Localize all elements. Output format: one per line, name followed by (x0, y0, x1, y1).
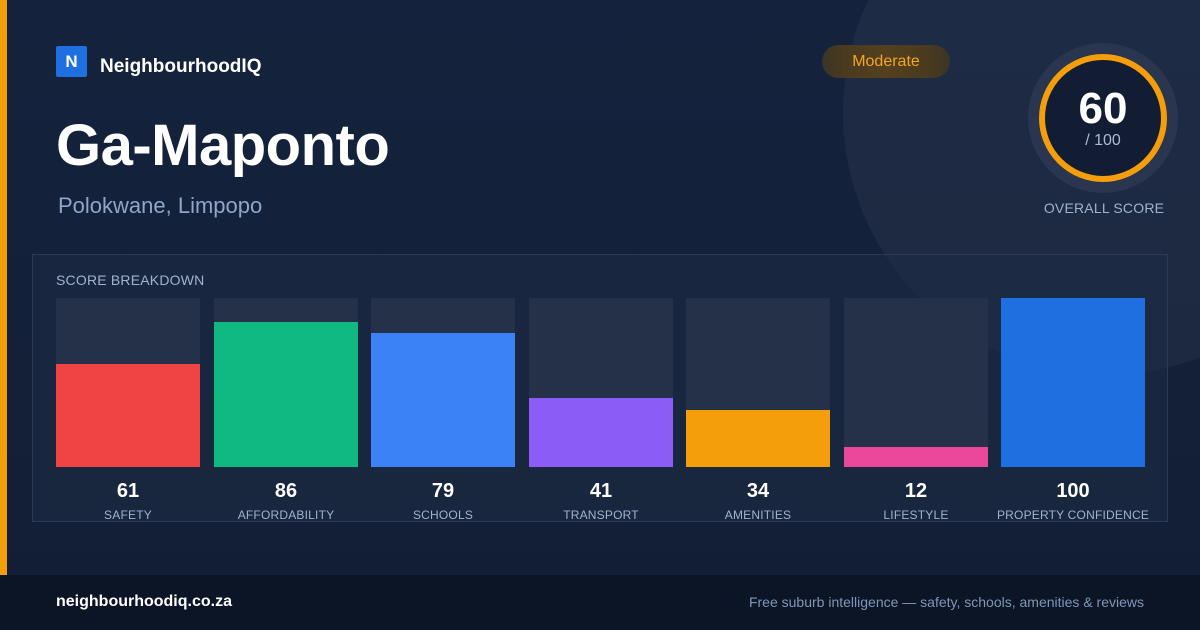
bar-label: SAFETY (104, 508, 152, 522)
bar-track (214, 298, 358, 467)
bar-fill (529, 398, 673, 467)
bar-fill (686, 410, 830, 467)
bar-track (529, 298, 673, 467)
bar-track (371, 298, 515, 467)
breakdown-item-transport: 41 TRANSPORT (529, 298, 673, 523)
bar-value: 12 (904, 480, 928, 502)
brand-logo-icon: N (56, 46, 87, 77)
footer-tagline: Free suburb intelligence — safety, schoo… (748, 594, 1144, 610)
rating-badge: Moderate (822, 45, 950, 78)
score-breakdown-panel: SCORE BREAKDOWN 61 SAFETY 86 AFFORDABILITY 7… (32, 254, 1168, 522)
bar-label: AFFORDABILITY (237, 508, 335, 522)
bar-fill (1001, 298, 1145, 467)
bar-track (844, 298, 988, 467)
suburb-location: Polokwane, Limpopo (58, 193, 263, 218)
bar-label: PROPERTY CONFIDENCE (996, 508, 1150, 522)
footer-site-link[interactable]: neighbourhoodiq.co.za (56, 593, 232, 610)
bar-track (686, 298, 830, 467)
breakdown-item-affordability: 86 AFFORDABILITY (214, 298, 358, 523)
breakdown-item-property-confidence: 100 PROPERTY CONFIDENCE (997, 298, 1149, 523)
bar-value: 41 (589, 480, 613, 502)
breakdown-item-schools: 79 SCHOOLS (371, 298, 515, 523)
bar-value: 100 (1056, 480, 1090, 502)
bar-track (56, 298, 200, 467)
bar-label: LIFESTYLE (883, 508, 949, 522)
bar-track (1001, 298, 1145, 467)
overall-score-value: 60 (1078, 84, 1128, 133)
bar-value: 79 (431, 480, 455, 502)
bar-value: 34 (746, 480, 770, 502)
bar-value: 61 (116, 480, 140, 502)
breakdown-item-amenities: 34 AMENITIES (686, 298, 830, 523)
bar-fill (56, 364, 200, 467)
bar-value: 86 (274, 480, 298, 502)
footer: neighbourhoodiq.co.za Free suburb intell… (0, 575, 1200, 630)
suburb-title: Ga-Maponto (56, 113, 390, 178)
overall-score-ring (1028, 43, 1178, 193)
bar-label: TRANSPORT (563, 508, 639, 522)
accent-strip (0, 0, 7, 575)
bar-label: SCHOOLS (412, 508, 474, 522)
overall-score-caption: OVERALL SCORE (1043, 200, 1165, 216)
bar-fill (844, 447, 988, 467)
bar-fill (214, 322, 358, 467)
bar-label: AMENITIES (724, 508, 792, 522)
overall-score-max: / 100 (1085, 132, 1121, 149)
breakdown-item-safety: 61 SAFETY (56, 298, 200, 523)
brand-name: NeighbourhoodIQ (100, 55, 262, 77)
breakdown-title: SCORE BREAKDOWN (56, 272, 205, 288)
breakdown-item-lifestyle: 12 LIFESTYLE (844, 298, 988, 523)
bar-fill (371, 333, 515, 467)
brand[interactable]: N NeighbourhoodIQ (56, 46, 261, 77)
